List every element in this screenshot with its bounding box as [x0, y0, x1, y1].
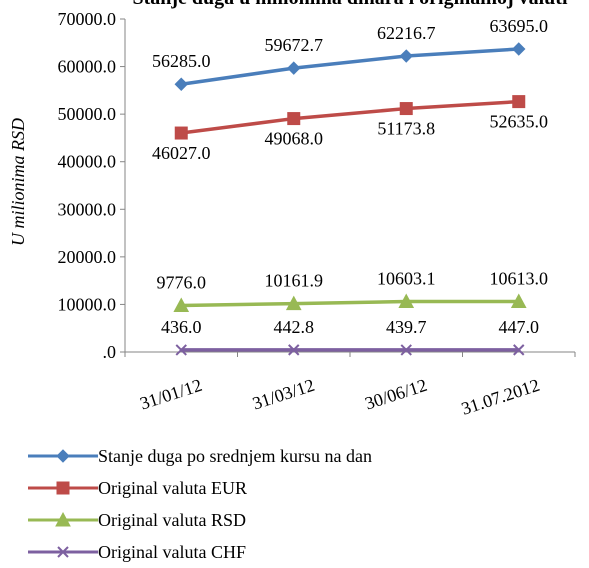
data-point-marker — [513, 96, 525, 108]
y-tick-label: .0 — [103, 342, 117, 362]
legend-label: Original valuta RSD — [98, 510, 246, 531]
legend-swatch — [28, 510, 98, 530]
x-tick-label: 31.07.2012 — [459, 375, 542, 419]
data-label: 10613.0 — [490, 269, 549, 289]
y-tick-label: 50000.0 — [58, 104, 117, 124]
data-point-marker — [288, 113, 300, 125]
data-point-marker — [57, 482, 69, 494]
data-label: 51173.8 — [377, 119, 435, 139]
y-tick-label: 60000.0 — [58, 57, 117, 77]
x-tick-label: 31/03/12 — [250, 375, 317, 414]
legend-swatch — [28, 542, 98, 562]
data-label: 56285.0 — [152, 51, 211, 71]
data-point-marker — [175, 78, 187, 90]
data-point-marker — [513, 43, 525, 55]
data-point-marker — [57, 450, 69, 462]
series-group: 9776.0 10161.9 10603.1 10613.0 — [157, 269, 549, 312]
legend-item: Original valuta RSD — [28, 504, 372, 536]
series-layer: 56285.0 59672.7 62216.7 63695.0 46027.0 49068… — [152, 16, 548, 355]
series-line — [181, 102, 519, 133]
data-label: 439.7 — [386, 317, 427, 337]
legend-label: Stanje duga po srednjem kursu na dan — [98, 446, 372, 467]
legend-swatch — [28, 478, 98, 498]
data-point-marker — [288, 62, 300, 74]
legend-label: Original valuta CHF — [98, 542, 246, 563]
legend-swatch — [28, 446, 98, 466]
y-axis-label: U milionima RSD — [8, 118, 28, 246]
data-label: 49068.0 — [265, 129, 324, 149]
series-line — [181, 302, 519, 306]
data-label: 59672.7 — [265, 35, 324, 55]
axes: .0 10000.0 20000.0 30000.0 40000.0 50000.0 600… — [58, 9, 576, 419]
data-point-marker — [400, 50, 412, 62]
data-label: 436.0 — [161, 317, 202, 337]
x-tick-label: 31/01/12 — [137, 375, 204, 414]
data-label: 442.8 — [274, 317, 315, 337]
series-line — [181, 49, 519, 84]
series-group: 436.0 442.8 439.7 447.0 — [161, 317, 539, 355]
data-label: 46027.0 — [152, 143, 211, 163]
data-label: 10161.9 — [265, 271, 324, 291]
x-tick-label: 30/06/12 — [362, 375, 429, 414]
y-tick-label: 30000.0 — [58, 199, 117, 219]
y-tick-label: 20000.0 — [58, 247, 117, 267]
data-label: 63695.0 — [490, 16, 549, 36]
legend-item: Original valuta CHF — [28, 536, 372, 568]
legend-item: Original valuta EUR — [28, 472, 372, 504]
series-group: 46027.0 49068.0 51173.8 52635.0 — [152, 96, 548, 163]
legend: Stanje duga po srednjem kursu na dan Orig… — [28, 440, 372, 568]
series-group: 56285.0 59672.7 62216.7 63695.0 — [152, 16, 548, 90]
y-tick-label: 40000.0 — [58, 152, 117, 172]
data-point-marker — [400, 103, 412, 115]
legend-item: Stanje duga po srednjem kursu na dan — [28, 440, 372, 472]
data-label: 62216.7 — [377, 23, 436, 43]
data-label: 10603.1 — [377, 269, 436, 289]
y-tick-label: 10000.0 — [58, 294, 117, 314]
chart-title: Stanje duga u milionima dinara i origina… — [132, 0, 568, 9]
legend-label: Original valuta EUR — [98, 478, 247, 499]
data-label: 52635.0 — [490, 112, 549, 132]
data-point-marker — [175, 127, 187, 139]
data-label: 9776.0 — [157, 272, 207, 292]
data-label: 447.0 — [499, 317, 540, 337]
y-tick-label: 70000.0 — [58, 9, 117, 29]
